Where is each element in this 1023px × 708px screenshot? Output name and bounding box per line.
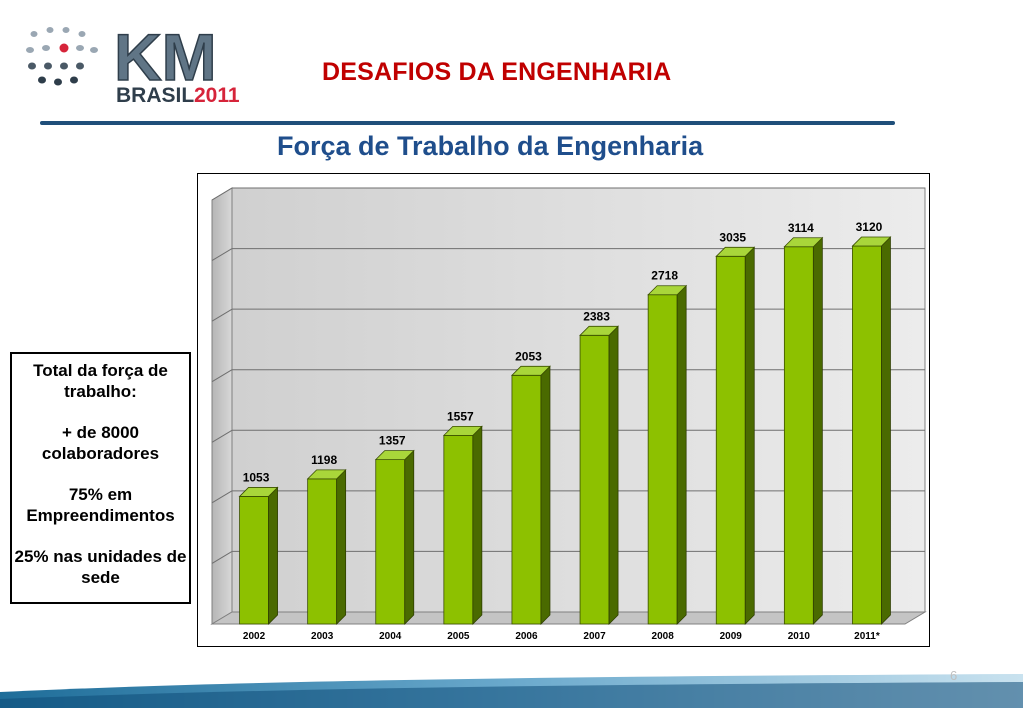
bar-2006: [510, 365, 551, 625]
gridline: [211, 187, 925, 201]
bar-value-label: 2383: [583, 309, 610, 323]
title-divider: [40, 121, 895, 125]
x-tick-label: 2003: [311, 631, 334, 642]
bar-2008: [647, 284, 688, 625]
bar-value-label: 1557: [447, 409, 474, 423]
logo-year-text: 2011: [194, 84, 240, 104]
bar-2005: [442, 425, 483, 625]
info-projects-share: 75% em Empreendimentos: [26, 485, 175, 525]
workforce-info-box: Total da força de trabalho: + de 8000 co…: [10, 352, 191, 604]
bar-2009: [715, 246, 756, 625]
bar-2004: [374, 449, 415, 625]
bar-2002: [238, 486, 279, 625]
bar-value-label: 1357: [379, 434, 406, 448]
x-tick-label: 2009: [720, 631, 743, 642]
page-number: 6: [950, 668, 958, 683]
bar-2011*: [851, 236, 892, 625]
bar-value-label: 1198: [311, 453, 337, 467]
info-total-label: Total da força de trabalho:: [33, 361, 168, 401]
info-total-value: + de 8000 colaboradores: [41, 423, 160, 463]
x-tick-label: 2011*: [854, 631, 880, 642]
logo-dots-icon: [26, 27, 98, 86]
x-tick-label: 2007: [583, 631, 606, 642]
logo-km-text: KM: [114, 22, 217, 94]
bar-value-label: 2053: [515, 349, 542, 363]
x-tick-label: 2005: [447, 631, 470, 642]
bar-value-label: 1053: [243, 470, 270, 484]
x-tick-label: 2008: [652, 631, 675, 642]
footer-wave-decoration: [0, 674, 1023, 708]
chart-title: Força de Trabalho da Engenharia: [277, 131, 704, 161]
bar-2003: [306, 468, 347, 625]
x-tick-label: 2010: [788, 631, 811, 642]
bar-2007: [579, 325, 620, 625]
logo-wordmark: KM BRASIL 2011: [114, 22, 240, 104]
x-tick-label: 2004: [379, 631, 402, 642]
info-headquarters-share: 25% nas unidades de sede: [14, 547, 187, 587]
page-title: DESAFIOS DA ENGENHARIA: [322, 58, 672, 86]
km-brasil-2011-logo: KM BRASIL 2011: [22, 22, 242, 104]
bar-chart-svg: 1053 2002 1198 2003 1357 2004 1557 2005 2053 2006…: [210, 187, 927, 642]
logo-brasil-text: BRASIL: [116, 84, 194, 104]
x-tick-label: 2006: [515, 631, 538, 642]
bar-chart: 1053 2002 1198 2003 1357 2004 1557 2005 2053 2006…: [197, 173, 930, 647]
bar-value-label: 3035: [719, 230, 746, 244]
bar-2010: [783, 236, 824, 625]
bar-value-label: 2718: [651, 269, 678, 283]
bar-value-label: 3114: [788, 221, 814, 235]
bar-value-label: 3120: [856, 220, 883, 234]
x-tick-label: 2002: [243, 631, 266, 642]
